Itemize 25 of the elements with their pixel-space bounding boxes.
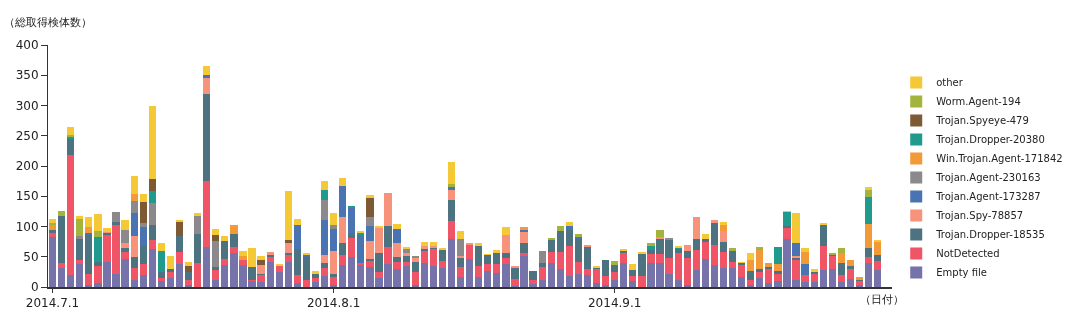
legend-label: Empty file	[936, 267, 987, 279]
legend-label: Trojan.Spyeye-479	[935, 115, 1029, 127]
legend-label: Win.Trojan.Agent-171842	[936, 153, 1063, 165]
y-tick-label: 300	[15, 98, 39, 113]
y-tick-label: 250	[15, 128, 39, 143]
y-tick-label: 100	[15, 219, 39, 234]
legend-label: Trojan.Agent-230163	[935, 172, 1041, 184]
legend-label: Trojan.Dropper-18535	[935, 229, 1045, 241]
legend-label: Worm.Agent-194	[936, 96, 1021, 108]
legend-label: NotDetected	[936, 248, 1000, 260]
legend-label: Trojan.Spy-78857	[935, 210, 1024, 222]
y-tick-label: 400	[15, 38, 39, 53]
x-tick-label: 2014.9.1	[587, 296, 642, 311]
legend-label: Trojan.Dropper-20380	[935, 134, 1045, 146]
y-axis-title: （総取得検体数）	[4, 16, 92, 29]
y-tick-label: 350	[15, 68, 39, 83]
y-tick-label: 0	[30, 280, 39, 295]
x-tick-label: 2014.8.1	[306, 296, 361, 311]
y-tick-label: 150	[15, 189, 39, 204]
x-axis-title: （日付）	[860, 293, 904, 306]
legend-label: other	[936, 77, 964, 89]
y-tick-label: 200	[15, 159, 39, 174]
legend-label: Trojan.Agent-173287	[935, 191, 1041, 203]
x-tick-label: 2014.7.1	[25, 296, 80, 311]
y-tick-label: 50	[23, 249, 39, 264]
